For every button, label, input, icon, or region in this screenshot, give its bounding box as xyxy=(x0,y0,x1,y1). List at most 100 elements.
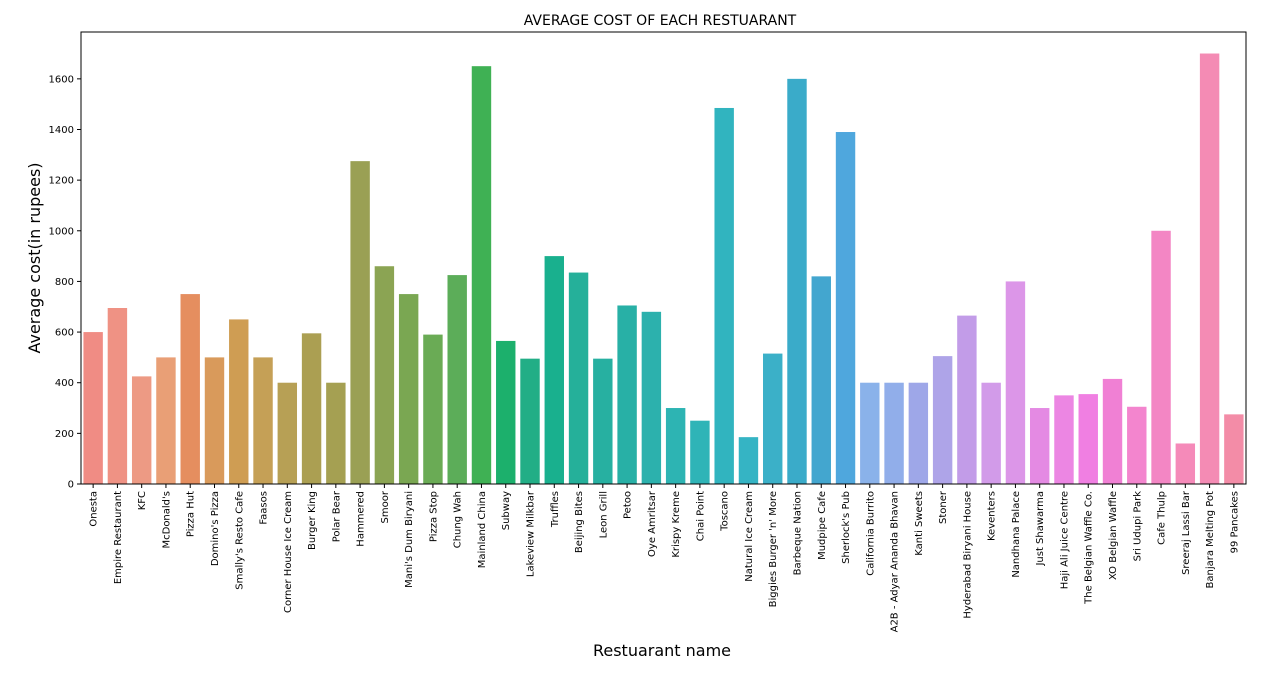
bar xyxy=(180,294,200,484)
x-tick-label: Pizza Stop xyxy=(428,491,439,542)
bar xyxy=(763,353,783,484)
bar xyxy=(423,334,443,484)
x-tick-label: Chung Wah xyxy=(453,491,464,548)
x-tick-label: McDonald's xyxy=(161,491,172,549)
bar xyxy=(690,420,710,484)
x-tick-label: Faasos xyxy=(259,491,270,525)
bar xyxy=(714,107,734,484)
bar xyxy=(496,340,516,484)
y-tick-label: 0 xyxy=(68,480,74,491)
y-tick-label: 1600 xyxy=(49,74,74,85)
y-tick-label: 1200 xyxy=(49,176,74,187)
x-axis-ticks: Onesta Empire Restaurant KFC McDonald's Pizz… xyxy=(89,484,1240,632)
x-tick-label: Oye Amritsar xyxy=(647,490,658,557)
x-tick-label: Barbeque Nation xyxy=(792,491,803,575)
bar xyxy=(156,357,176,484)
bar xyxy=(1199,53,1220,485)
bar xyxy=(665,408,686,484)
bar xyxy=(1005,281,1026,484)
bar xyxy=(617,305,637,484)
x-tick-label: Burger King xyxy=(307,491,318,550)
bar xyxy=(738,437,759,484)
bar xyxy=(107,308,128,484)
y-tick-label: 200 xyxy=(55,429,74,440)
x-tick-label: Leon Grill xyxy=(598,491,609,538)
x-tick-label: Kanti Sweets xyxy=(914,491,925,556)
x-tick-label: Mani's Dum Biryani xyxy=(404,491,415,588)
bar xyxy=(83,332,103,484)
x-tick-label: Beijing Bites xyxy=(574,491,585,553)
bar xyxy=(1151,230,1171,484)
bar xyxy=(398,294,419,484)
x-tick-label: Polar Bear xyxy=(331,490,342,542)
bar xyxy=(835,132,856,484)
bar xyxy=(520,358,540,484)
bar xyxy=(811,276,831,484)
bar xyxy=(471,66,492,485)
bar xyxy=(1175,443,1196,484)
bar xyxy=(568,272,589,484)
bar xyxy=(326,382,346,484)
bar xyxy=(884,382,904,484)
x-tick-label: Stoner xyxy=(938,490,949,524)
x-tick-label: Just Shawarma xyxy=(1035,491,1046,567)
x-tick-label: Banjara Melting Pot xyxy=(1205,491,1216,589)
bar xyxy=(787,78,807,484)
plot-frame xyxy=(80,31,1247,485)
x-tick-label: Corner House Ice Cream xyxy=(283,491,294,613)
bar xyxy=(1029,408,1050,484)
bar xyxy=(641,311,662,484)
x-axis-label: Restuarant name xyxy=(593,641,731,660)
x-tick-label: Sri Udupi Park xyxy=(1132,491,1143,562)
y-tick-label: 1000 xyxy=(49,226,74,237)
bar xyxy=(957,315,977,484)
x-tick-label: Smoor xyxy=(380,490,391,523)
bar xyxy=(350,161,370,484)
x-tick-label: Subway xyxy=(501,491,512,530)
x-tick-label: Hammered xyxy=(356,491,367,547)
bar xyxy=(301,333,322,484)
bar xyxy=(1078,394,1098,484)
y-tick-label: 1400 xyxy=(49,125,74,136)
x-tick-label: Truffles xyxy=(550,491,561,528)
x-tick-label: Lakeview Milkbar xyxy=(526,490,537,577)
x-tick-label: 99 Pancakes xyxy=(1229,491,1240,553)
x-tick-label: Pizza Hut xyxy=(186,491,197,537)
x-tick-label: Chai Point xyxy=(695,491,706,541)
bar xyxy=(253,357,273,484)
x-tick-label: Biggies Burger 'n' More xyxy=(768,491,779,607)
x-tick-label: Hyderabad Biryani House xyxy=(962,491,973,619)
x-tick-label: Smally's Resto Cafe xyxy=(234,491,245,590)
x-tick-label: Mudpipe Cafe xyxy=(817,491,828,560)
bar xyxy=(1054,395,1074,484)
x-tick-label: KFC xyxy=(137,491,148,510)
x-tick-label: California Burrito xyxy=(865,491,876,576)
x-tick-label: Natural Ice Cream xyxy=(744,491,755,582)
x-tick-label: XO Belgian Waffle xyxy=(1108,491,1119,580)
bar xyxy=(1127,406,1147,484)
bar xyxy=(908,382,929,484)
bar xyxy=(447,275,467,484)
bar xyxy=(860,382,880,484)
bar xyxy=(131,376,152,484)
bar xyxy=(277,382,298,484)
x-tick-label: Nandhana Palace xyxy=(1011,491,1022,578)
x-tick-label: Sreeraj Lassi Bar xyxy=(1181,490,1192,575)
bar xyxy=(981,382,1001,484)
x-tick-label: Krispy Kreme xyxy=(671,491,682,558)
y-tick-label: 400 xyxy=(55,378,74,389)
y-axis-ticks: 0 200 400 600 800 1000 1200 1400 1600 xyxy=(49,74,81,491)
bar xyxy=(1102,378,1123,484)
y-axis-label: Average cost(in rupees) xyxy=(25,162,44,353)
bar xyxy=(932,356,953,484)
x-tick-label: Keventers xyxy=(987,491,998,541)
y-tick-label: 800 xyxy=(55,277,74,288)
x-tick-label: Toscano xyxy=(720,491,731,532)
x-tick-label: Petoo xyxy=(623,491,634,519)
x-tick-label: The Belgian Waffle Co. xyxy=(1084,491,1095,605)
bar xyxy=(229,319,249,484)
x-tick-label: Cafe Thulp xyxy=(1157,491,1168,545)
chart-title: AVERAGE COST OF EACH RESTUARANT xyxy=(524,13,797,29)
x-tick-label: Domino's Pizza xyxy=(210,491,221,566)
